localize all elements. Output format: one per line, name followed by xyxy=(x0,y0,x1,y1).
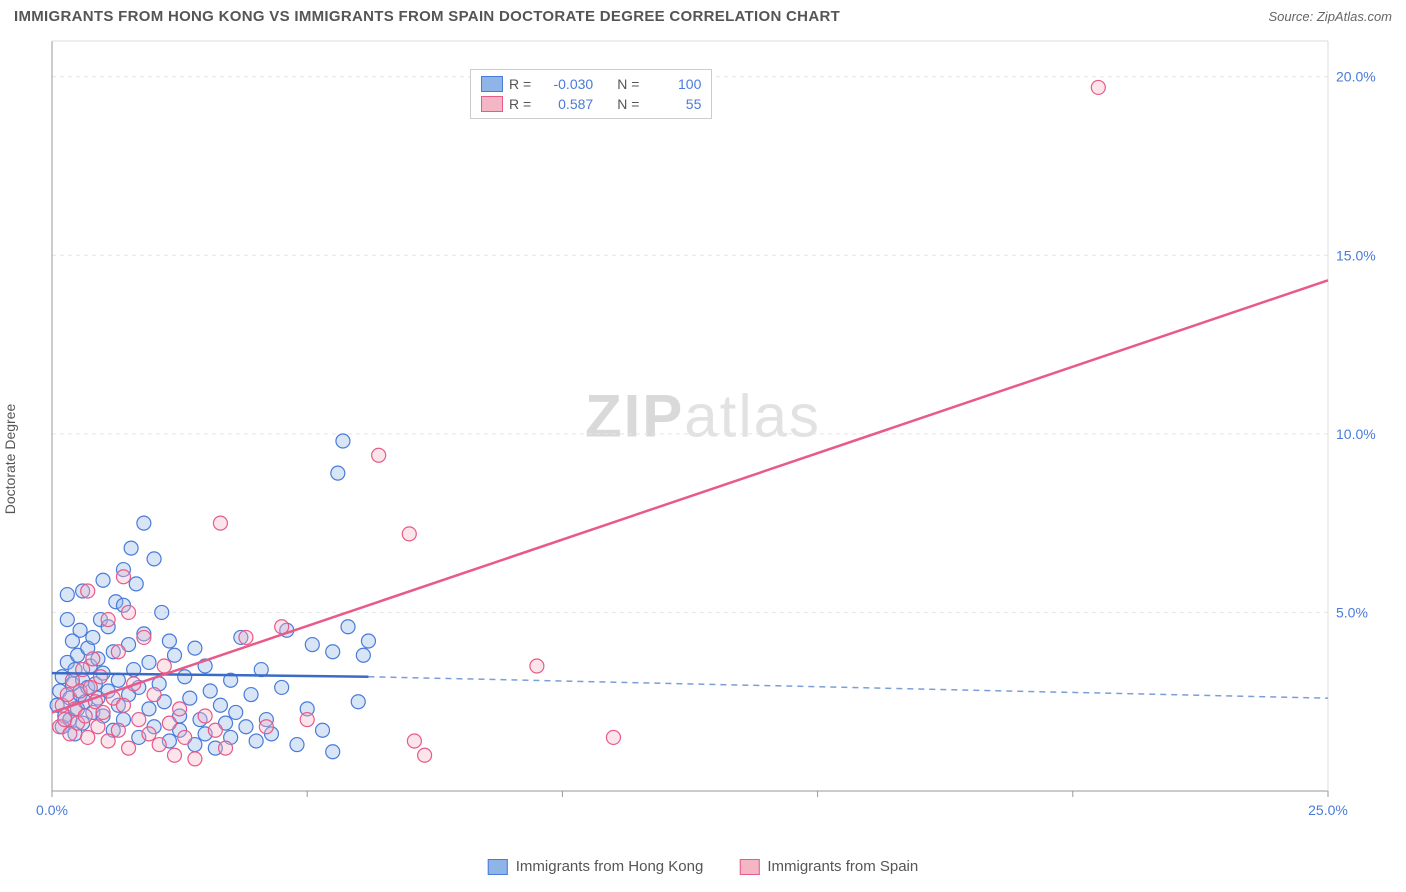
legend-swatch-es xyxy=(481,96,503,112)
svg-text:25.0%: 25.0% xyxy=(1308,802,1348,818)
svg-text:20.0%: 20.0% xyxy=(1336,69,1376,85)
legend-stats-box: R = -0.030 N = 100 R = 0.587 N = 55 xyxy=(470,69,712,119)
legend-item-hk: Immigrants from Hong Kong xyxy=(488,858,704,875)
legend-bottom: Immigrants from Hong Kong Immigrants fro… xyxy=(488,858,918,875)
trend-lines xyxy=(52,280,1328,712)
r-label: R = xyxy=(509,96,531,112)
n-value-es: 55 xyxy=(645,96,701,112)
n-label: N = xyxy=(617,96,639,112)
svg-text:0.0%: 0.0% xyxy=(36,802,68,818)
scatter-plot: 5.0%10.0%15.0%20.0% 0.0%25.0% xyxy=(48,31,1388,821)
legend-label-es: Immigrants from Spain xyxy=(767,858,918,875)
x-tick-labels: 0.0% 25.0% xyxy=(36,802,1348,818)
r-label: R = xyxy=(509,76,531,92)
scatter-points xyxy=(50,80,1105,765)
svg-text:15.0%: 15.0% xyxy=(1336,247,1376,263)
legend-stats-row-hk: R = -0.030 N = 100 xyxy=(481,74,701,94)
r-value-hk: -0.030 xyxy=(537,76,593,92)
chart-title: IMMIGRANTS FROM HONG KONG VS IMMIGRANTS … xyxy=(14,8,840,25)
legend-label-hk: Immigrants from Hong Kong xyxy=(516,858,704,875)
y-tick-labels: 5.0% 10.0% 15.0% 20.0% xyxy=(1336,69,1376,621)
svg-text:5.0%: 5.0% xyxy=(1336,604,1368,620)
svg-text:10.0%: 10.0% xyxy=(1336,426,1376,442)
legend-swatch-hk-icon xyxy=(488,859,508,875)
legend-item-es: Immigrants from Spain xyxy=(739,858,918,875)
y-axis-label: Doctorate Degree xyxy=(2,404,18,515)
n-value-hk: 100 xyxy=(645,76,701,92)
legend-swatch-es-icon xyxy=(739,859,759,875)
chart-area: Doctorate Degree ZIPatlas 5.0%10.0%15.0%… xyxy=(0,31,1406,887)
legend-swatch-hk xyxy=(481,76,503,92)
r-value-es: 0.587 xyxy=(537,96,593,112)
n-label: N = xyxy=(617,76,639,92)
source-attribution: Source: ZipAtlas.com xyxy=(1268,9,1392,24)
legend-stats-row-es: R = 0.587 N = 55 xyxy=(481,94,701,114)
header-bar: IMMIGRANTS FROM HONG KONG VS IMMIGRANTS … xyxy=(0,0,1406,31)
